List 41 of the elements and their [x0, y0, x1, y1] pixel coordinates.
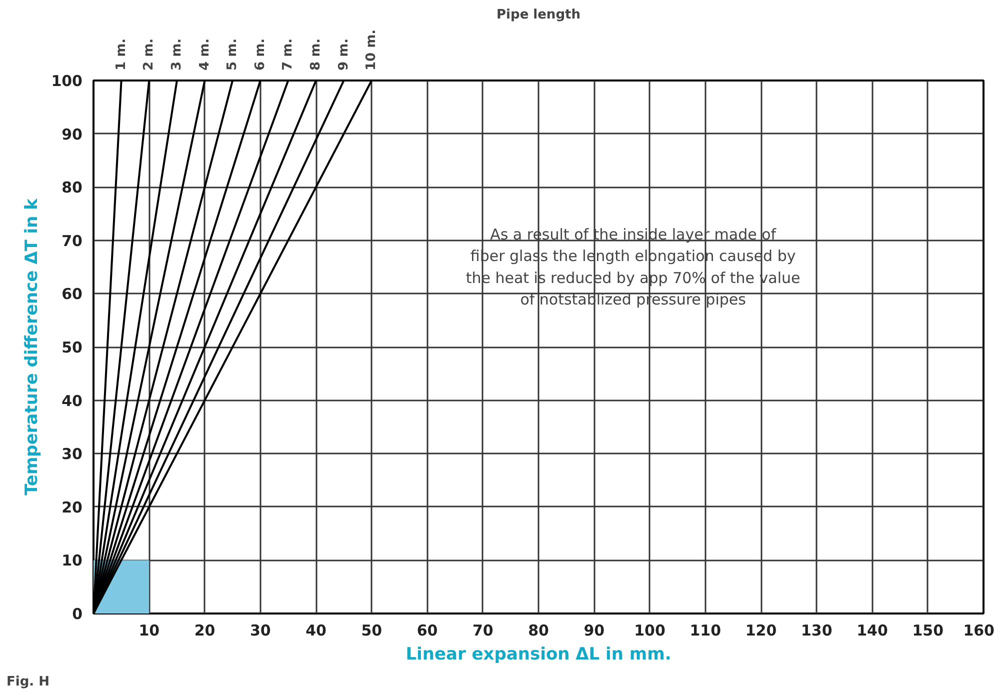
x-tick-label: 70	[472, 622, 494, 640]
y-tick-label: 0	[72, 605, 82, 623]
x-tick-label: 130	[800, 622, 832, 640]
text: 9 m.	[336, 38, 352, 70]
y-tick-label: 90	[62, 125, 82, 144]
x-tick-label: 60	[416, 622, 438, 640]
x-tick-label: 80	[528, 622, 549, 640]
x-tick-label: 160	[963, 622, 994, 640]
text: 10 m.	[364, 29, 380, 70]
x-tick-label: 110	[690, 622, 722, 640]
text: 3 m.	[169, 38, 184, 70]
text: 5 m.	[225, 38, 240, 70]
x-tick-label: 100	[634, 622, 666, 640]
y-tick-label: 10	[62, 552, 82, 570]
x-tick-label: 30	[250, 622, 271, 640]
text: 6 m.	[252, 38, 268, 70]
x-tick-label: 90	[584, 622, 605, 640]
y-tick-label: 50	[62, 338, 82, 356]
x-tick-label: 20	[194, 622, 216, 640]
y-tick-label: 100	[51, 72, 82, 90]
x-tick-label: 150	[912, 622, 944, 640]
text: 4 m.	[197, 38, 212, 70]
x-tick-label: 50	[361, 622, 382, 640]
x-tick-label: 10	[138, 622, 160, 640]
x-tick-label: 140	[856, 622, 888, 640]
y-tick-label: 20	[62, 498, 82, 516]
x-axis-title: Linear expansion ΔL in mm.	[406, 644, 672, 664]
y-axis-title: Temperature difference ΔT in k	[22, 198, 42, 496]
x-tick-label: 120	[745, 622, 777, 640]
y-tick-label: 30	[62, 445, 82, 464]
y-tick-label: 80	[62, 178, 82, 197]
y-tick-label: 60	[62, 285, 82, 304]
y-tick-label: 40	[62, 392, 82, 410]
text: 2 m.	[142, 38, 157, 70]
legend-title: Pipe length	[496, 7, 580, 22]
x-tick-label: 40	[306, 622, 326, 640]
text: 1 m.	[114, 38, 129, 70]
text: 7 m.	[280, 38, 296, 70]
y-tick-label: 70	[62, 232, 82, 250]
text: Fig. H	[6, 674, 50, 690]
text: 8 m.	[308, 38, 324, 70]
